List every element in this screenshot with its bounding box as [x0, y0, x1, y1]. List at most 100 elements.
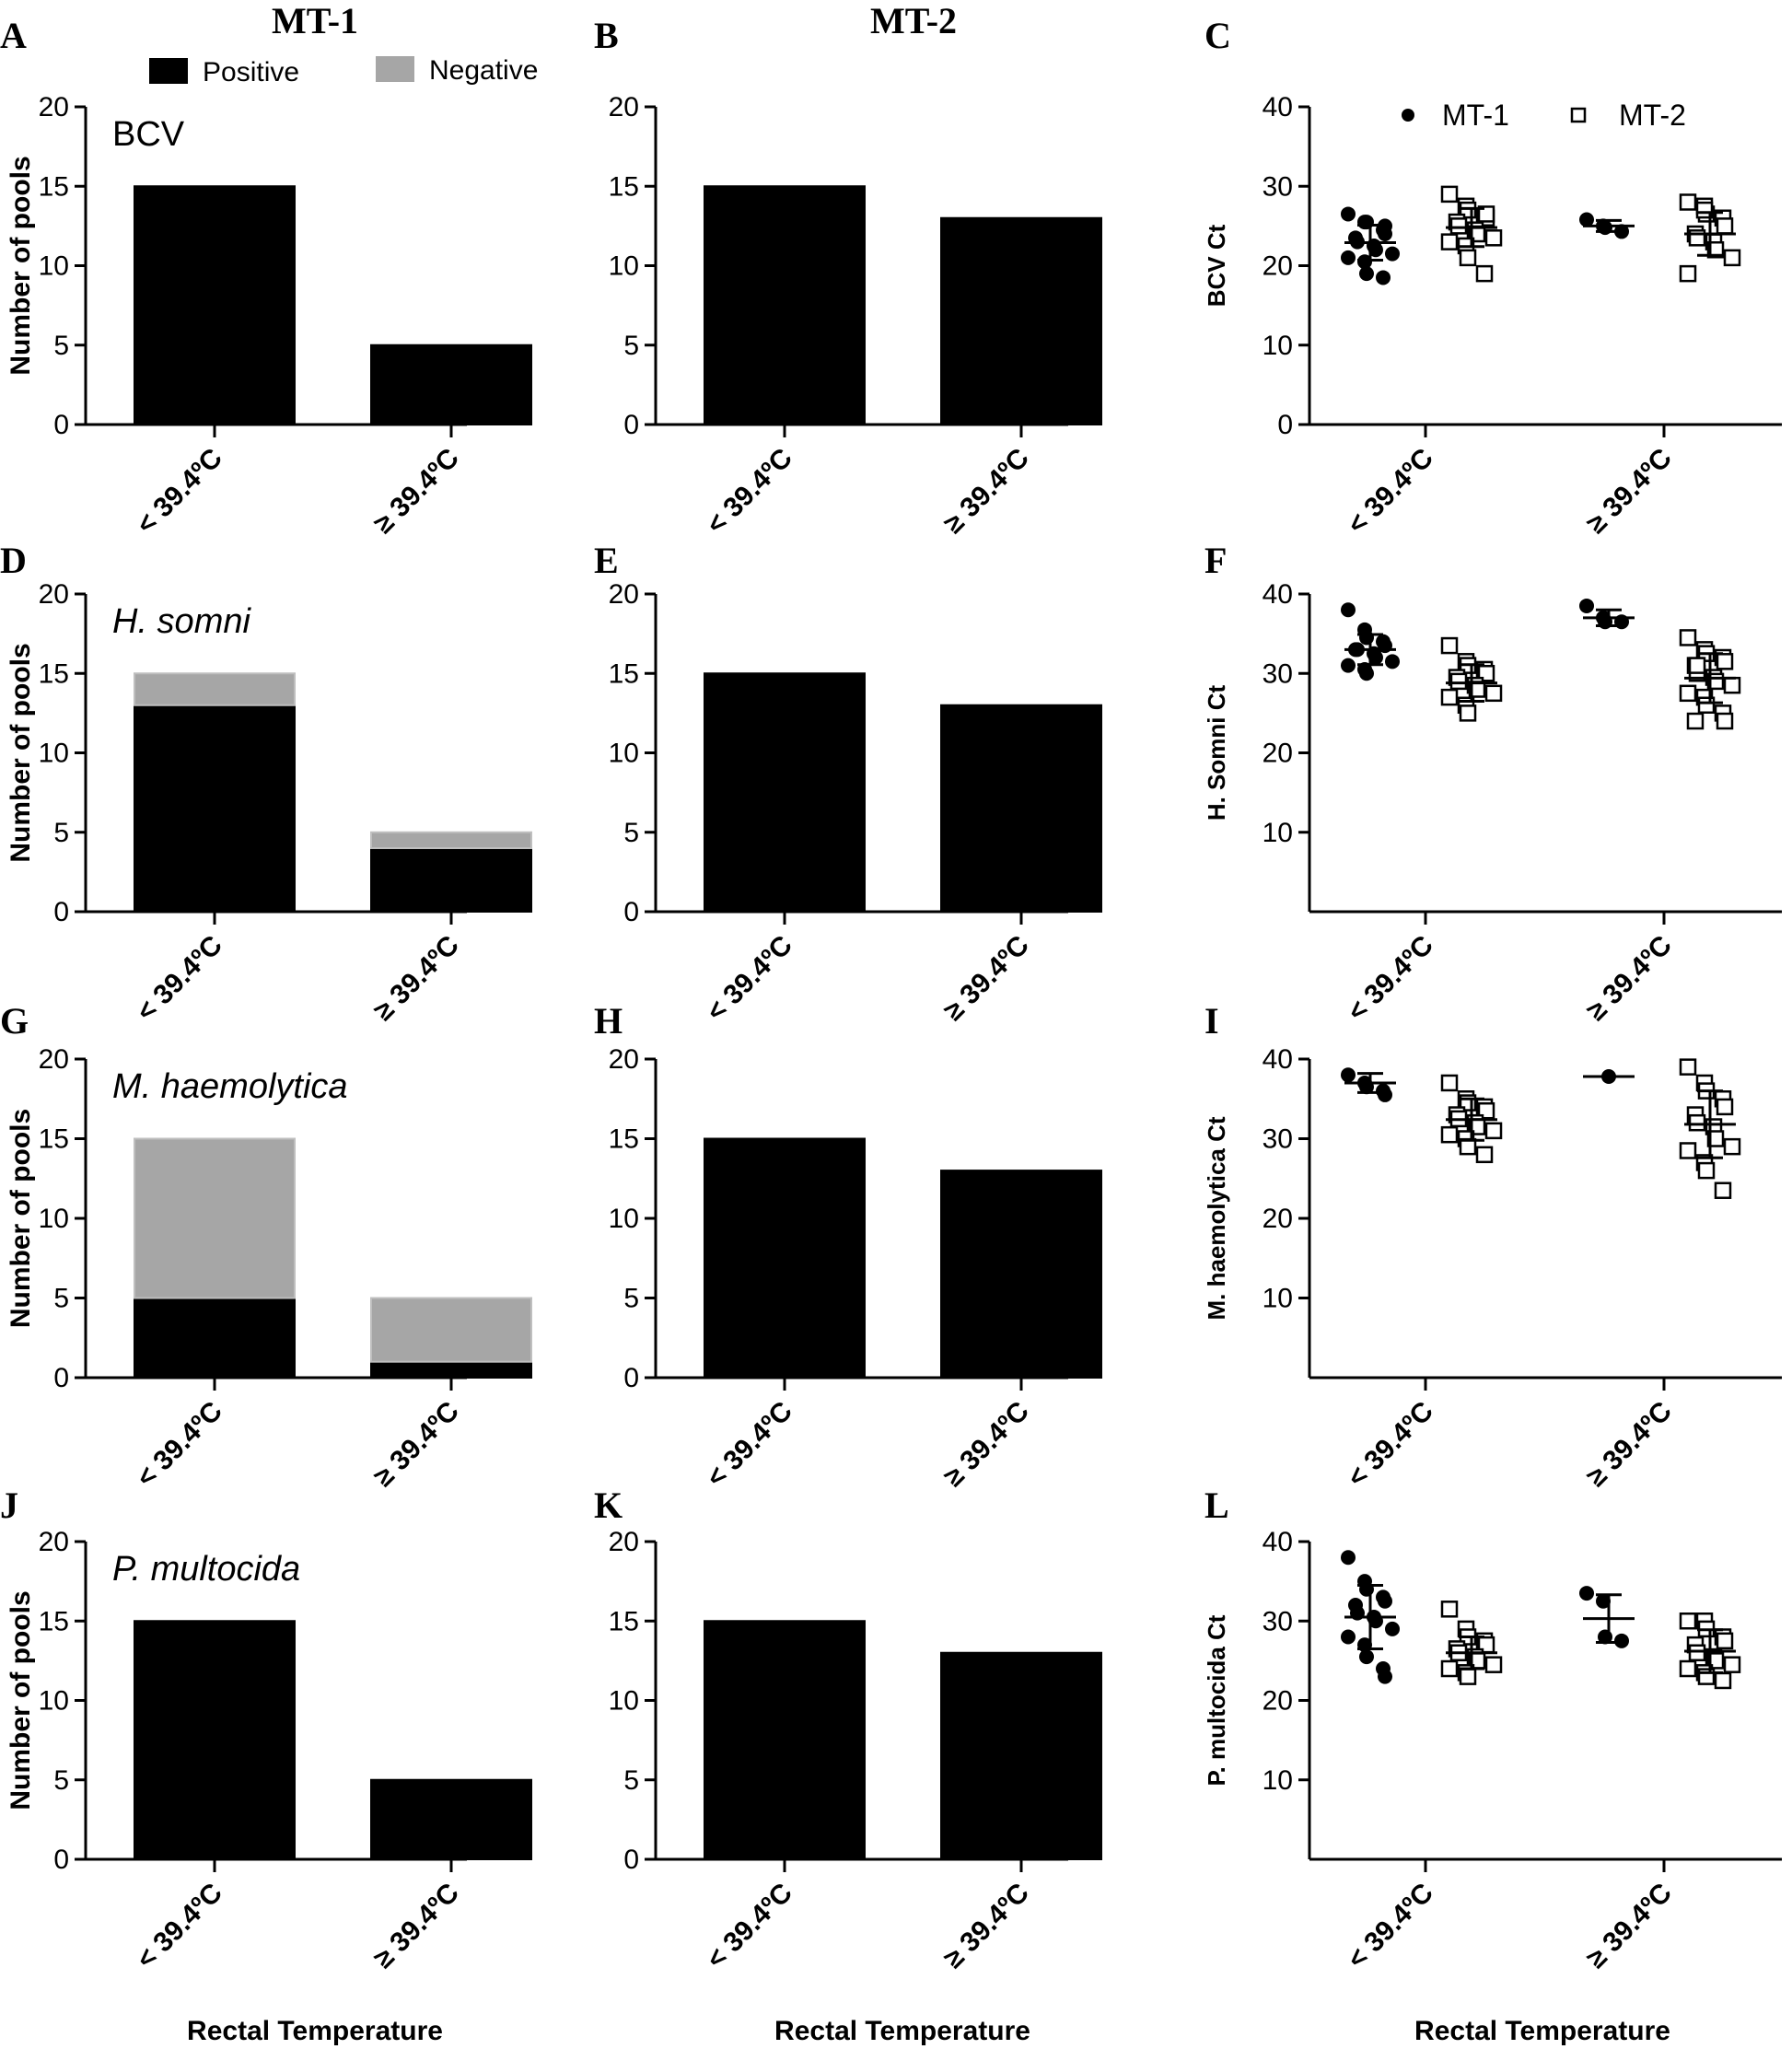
y-tick-label: 0	[53, 1363, 69, 1393]
y-tick-label: 15	[609, 1124, 639, 1155]
panel-letter: C	[1204, 15, 1231, 56]
x-tick-label: ≥ 39.4ºC	[1581, 930, 1678, 1027]
point-mt1	[1341, 250, 1356, 265]
x-tick-label: ≥ 39.4ºC	[368, 443, 465, 540]
y-tick-label: 20	[1263, 1686, 1293, 1717]
y-tick-label: 20	[609, 92, 639, 122]
bar-positive	[134, 704, 296, 913]
y-tick-label: 10	[39, 251, 69, 282]
pathogen-label: P. multocida	[112, 1550, 300, 1589]
x-tick-label: ≥ 39.4ºC	[938, 443, 1035, 540]
pathogen-label: M. haemolytica	[112, 1067, 348, 1106]
point-mt2	[1440, 185, 1459, 204]
bar-legend: Positive Negative	[149, 55, 538, 87]
x-axis-title-col3: Rectal Temperature	[1414, 2016, 1670, 2046]
x-tick-label: ≥ 39.4ºC	[368, 1396, 465, 1493]
point-mt2	[1475, 264, 1494, 283]
y-tick-label: 15	[39, 1606, 69, 1636]
point-mt2	[1679, 1142, 1697, 1159]
panel-letter: G	[0, 1000, 29, 1042]
y-tick-label: 5	[623, 1284, 639, 1314]
point-mt1	[1341, 1550, 1356, 1566]
panel-h: H 0 5 10 15 20 < 39.4ºC ≥ 39.4ºC	[594, 1000, 1102, 1494]
point-mt2	[1714, 1671, 1732, 1690]
point-mt2	[1716, 653, 1734, 670]
point-mt2	[1716, 1098, 1734, 1116]
point-mt2	[1716, 712, 1734, 730]
x-tick-label: < 39.4ºC	[131, 443, 228, 541]
point-mt2	[1686, 712, 1705, 730]
pathogen-label: BCV	[112, 115, 185, 154]
y-axis-title: H. Somni Ct	[1203, 685, 1230, 821]
x-tick-label: ≥ 39.4ºC	[1581, 443, 1678, 540]
scatter-legend: MT-1 MT-2	[1402, 99, 1686, 132]
point-mt1	[1359, 666, 1374, 681]
x-tick-label: < 39.4ºC	[1342, 443, 1439, 541]
legend-label-positive: Positive	[203, 57, 299, 87]
y-tick-label: 20	[609, 579, 639, 610]
bar-negative	[134, 1137, 296, 1299]
y-tick-label: 20	[1263, 251, 1293, 282]
point-mt2	[1706, 1130, 1725, 1147]
point-mt2	[1714, 1182, 1732, 1199]
x-tick-label: < 39.4ºC	[701, 930, 798, 1028]
x-tick-label: ≥ 39.4ºC	[938, 1396, 1035, 1493]
x-tick-label: ≥ 39.4ºC	[938, 930, 1035, 1027]
point-mt1	[1341, 658, 1356, 673]
point-mt2	[1679, 629, 1697, 646]
point-mt2	[1679, 1612, 1697, 1630]
y-tick-label: 10	[609, 739, 639, 769]
bar-positive	[370, 1360, 532, 1379]
point-mt2	[1679, 1058, 1697, 1076]
point-mt2	[1440, 688, 1459, 706]
point-mt2	[1679, 684, 1697, 703]
point-mt1	[1378, 1669, 1392, 1684]
point-mt2	[1440, 636, 1459, 655]
y-tick-label: 10	[39, 1204, 69, 1234]
point-mt2	[1459, 249, 1477, 267]
x-tick-label: < 39.4ºC	[1342, 1396, 1439, 1494]
panel-b: B 0 5 10 15 20 < 39.4ºC ≥ 39.4ºC	[594, 15, 1102, 541]
point-mt2	[1723, 1656, 1741, 1673]
point-mt2	[1484, 1656, 1503, 1673]
bar-positive	[940, 1651, 1102, 1860]
point-mt2	[1697, 696, 1716, 714]
y-tick-label: 15	[39, 658, 69, 689]
point-mt1	[1385, 654, 1400, 669]
y-tick-label: 5	[623, 1765, 639, 1796]
y-tick-label: 0	[53, 410, 69, 440]
bar-positive	[940, 216, 1102, 425]
y-tick-label: 5	[53, 331, 69, 361]
panel-k: K 0 5 10 15 20 < 39.4ºC ≥ 39.4ºC	[594, 1484, 1102, 1975]
legend-swatch-positive	[149, 58, 188, 84]
bar-positive	[940, 704, 1102, 913]
y-tick-label: 30	[1263, 658, 1293, 689]
y-axis-title: Number of pools	[6, 643, 36, 862]
point-mt1	[1341, 602, 1356, 618]
point-mt2	[1716, 217, 1734, 235]
legend-marker-mt2	[1570, 107, 1587, 123]
bar-positive	[370, 343, 532, 425]
point-mt2	[1449, 217, 1468, 235]
point-mt2	[1484, 1122, 1503, 1140]
point-mt1	[1341, 1629, 1356, 1645]
point-mt2	[1459, 704, 1477, 722]
y-axis-title: Number of pools	[6, 156, 36, 375]
y-tick-label: 0	[1277, 410, 1293, 440]
y-tick-label: 30	[1263, 1124, 1293, 1155]
y-tick-label: 40	[1263, 1044, 1293, 1075]
y-tick-label: 0	[623, 1845, 639, 1875]
panel-e: E 0 5 10 15 20 < 39.4ºC ≥ 39.4ºC	[594, 540, 1102, 1028]
y-tick-label: 0	[623, 897, 639, 927]
y-tick-label: 0	[623, 1363, 639, 1393]
bar-positive	[704, 1137, 866, 1379]
point-mt2	[1723, 1137, 1741, 1156]
point-mt2	[1679, 264, 1697, 283]
y-tick-label: 15	[609, 171, 639, 202]
y-tick-label: 10	[609, 251, 639, 282]
panel-f: F 10 20 30 40 < 39.4ºC ≥ 39.4ºC H. Somni Ct	[1203, 540, 1782, 1028]
point-mt1	[1357, 254, 1372, 270]
point-mt1	[1614, 1633, 1629, 1648]
y-tick-label: 10	[1263, 818, 1293, 848]
y-tick-label: 10	[39, 739, 69, 769]
